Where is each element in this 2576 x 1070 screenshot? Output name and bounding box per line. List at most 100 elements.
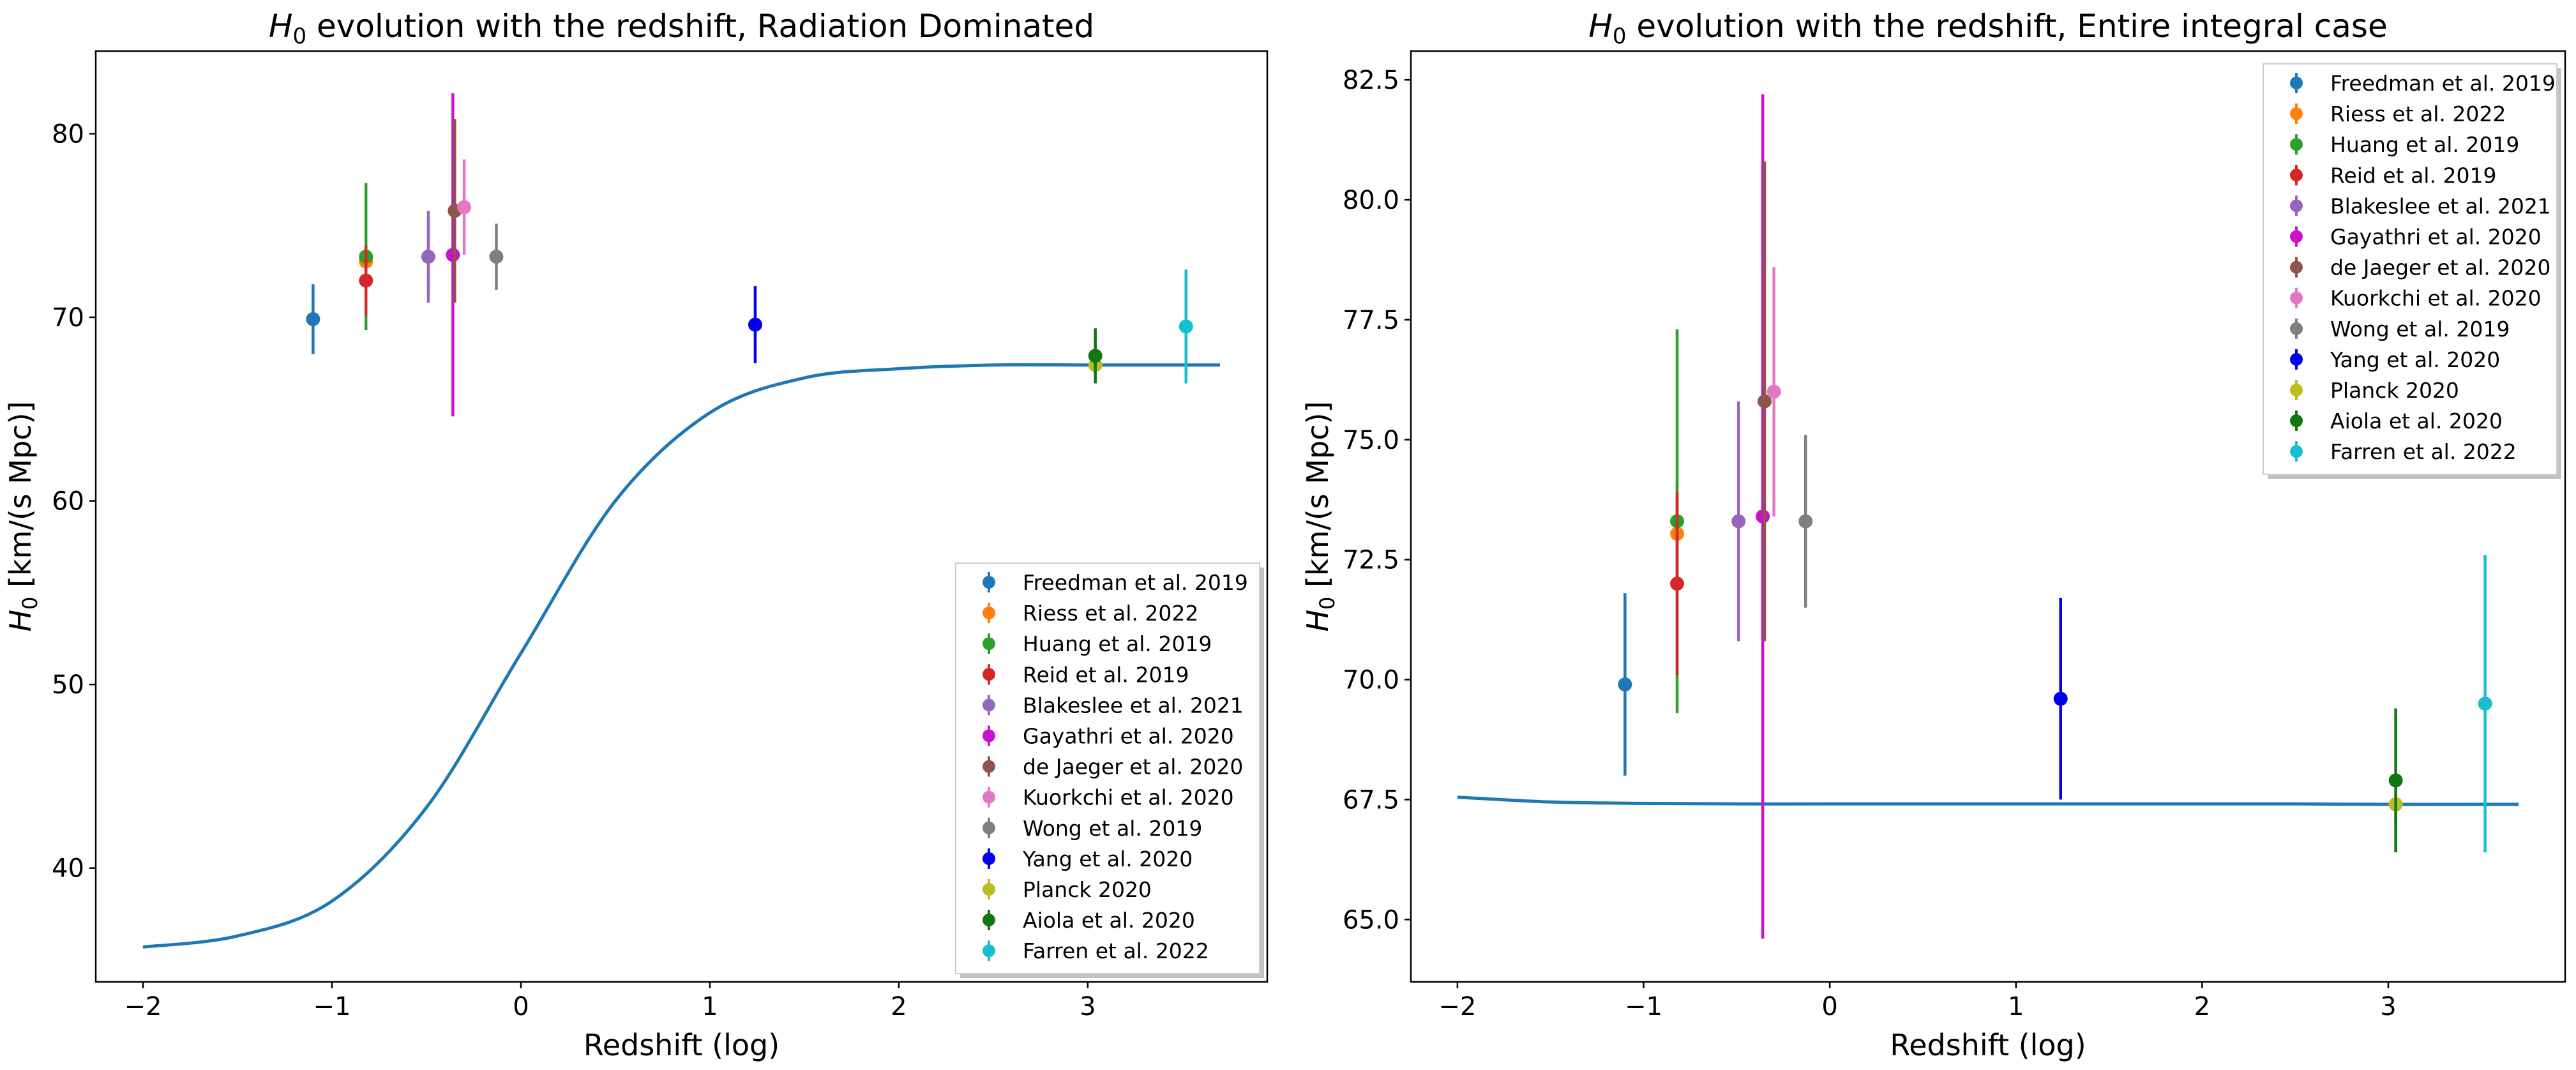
legend-label: de Jaeger et al. 2020: [1023, 755, 1243, 780]
data-point: [1670, 576, 1685, 591]
y-tick-label: 50: [52, 670, 84, 700]
legend-marker: [983, 729, 995, 742]
legend-label: Huang et al. 2019: [2330, 132, 2519, 157]
legend-label: Kuorkchi et al. 2020: [1023, 785, 1234, 810]
data-point: [457, 200, 472, 215]
plot-frame: [1410, 50, 2566, 983]
title-symbol: H: [1588, 8, 1613, 45]
legend-marker: [983, 698, 995, 712]
legend-marker: [2290, 291, 2303, 305]
x-tick-label: 0: [1821, 992, 1837, 1021]
y-tick-label: 80: [52, 119, 84, 149]
title-subscript: 0: [1613, 24, 1627, 49]
legend-label: Blakeslee et al. 2021: [2330, 193, 2551, 218]
y-label-subscript: 0: [18, 597, 42, 610]
data-point: [1088, 349, 1103, 363]
chart-entire-integral: H0 evolution with the redshift, Entire i…: [1300, 8, 2566, 1062]
data-point: [2388, 773, 2403, 788]
legend-label: Reid et al. 2019: [1023, 662, 1189, 687]
data-point: [1618, 677, 1632, 692]
x-tick-label: 2: [2194, 992, 2210, 1021]
data-point: [748, 317, 762, 332]
x-tick-label: −2: [1438, 992, 1476, 1021]
y-tick-label: 80.0: [1343, 186, 1399, 215]
title-text: evolution with the redshift, Radiation D…: [306, 8, 1094, 45]
y-label-subscript: 0: [1315, 597, 1339, 610]
x-tick-label: −1: [1625, 992, 1662, 1021]
legend-label: Freedman et al. 2019: [2330, 71, 2556, 96]
y-axis-label: H0 [km/(s Mpc)]: [1300, 401, 1339, 631]
data-point: [306, 312, 320, 326]
data-point: [1766, 384, 1781, 399]
y-tick-label: 70.0: [1343, 666, 1399, 695]
legend-label: Farren et al. 2022: [1023, 938, 1209, 963]
data-point: [421, 250, 435, 264]
y-tick-label: 67.5: [1343, 785, 1399, 815]
x-tick-label: −1: [313, 992, 350, 1021]
legend-marker: [983, 883, 995, 896]
legend-marker: [2290, 384, 2303, 396]
legend-marker: [983, 607, 995, 620]
y-tick-label: 77.5: [1343, 306, 1399, 335]
x-tick-label: 1: [702, 992, 718, 1021]
legend-marker: [2290, 169, 2303, 182]
legend-box: [2263, 63, 2557, 475]
legend-marker: [983, 668, 995, 681]
data-point: [446, 248, 460, 262]
y-label-symbol: H: [3, 610, 38, 632]
y-label-symbol: H: [1300, 610, 1335, 632]
legend-marker: [2290, 352, 2303, 366]
legend-marker: [983, 914, 995, 927]
data-point: [1179, 319, 1193, 334]
legend-label: Aiola et al. 2020: [2330, 409, 2503, 433]
legend-marker: [2290, 322, 2303, 335]
legend-marker: [2290, 138, 2303, 151]
legend-marker: [983, 576, 995, 589]
y-label-units: [km/(s Mpc)]: [1300, 401, 1335, 596]
model-curve: [142, 363, 1221, 949]
title-symbol: H: [269, 8, 293, 45]
data-point: [2053, 691, 2068, 706]
y-axis-label: H0 [km/(s Mpc)]: [3, 401, 42, 631]
x-tick-label: 0: [513, 992, 529, 1021]
legend-marker: [983, 821, 995, 834]
x-tick-label: 3: [2380, 992, 2396, 1021]
data-point: [359, 273, 373, 288]
y-tick-label: 60: [52, 487, 84, 516]
legend-label: Wong et al. 2019: [2330, 317, 2510, 342]
y-tick-label: 70: [52, 303, 84, 333]
y-tick-label: 65.0: [1343, 905, 1399, 935]
legend-marker: [983, 852, 995, 865]
y-tick-label: 72.5: [1343, 546, 1399, 575]
legend-marker: [983, 944, 995, 958]
x-tick-label: 3: [1080, 992, 1096, 1021]
legend-label: Aiola et al. 2020: [1023, 908, 1195, 933]
data-point: [1756, 509, 1770, 524]
chart-radiation-dominated: H0 evolution with the redshift, Radiatio…: [3, 8, 1269, 1062]
legend-label: Farren et al. 2022: [2330, 439, 2517, 464]
legend-label: Kuorkchi et al. 2020: [2330, 286, 2542, 311]
legend-label: Riess et al. 2022: [1023, 601, 1198, 626]
data-point: [489, 250, 504, 264]
legend-marker: [2290, 230, 2303, 243]
legend-label: Reid et al. 2019: [2330, 163, 2496, 188]
legend-box: [955, 562, 1260, 974]
legend-label: Huang et al. 2019: [1023, 631, 1212, 656]
title-subscript: 0: [292, 24, 306, 49]
legend-label: de Jaeger et al. 2020: [2330, 255, 2550, 280]
x-tick-label: −2: [124, 992, 162, 1021]
legend-label: Yang et al. 2020: [2330, 347, 2500, 372]
chart-title: H0 evolution with the redshift, Entire i…: [1588, 8, 2387, 49]
plot-frame: [94, 50, 1269, 983]
legend-marker: [2290, 77, 2303, 89]
model-curve: [1457, 795, 2519, 806]
legend-label: Yang et al. 2020: [1022, 847, 1193, 871]
legend-marker: [983, 637, 995, 651]
data-point: [2478, 697, 2492, 711]
legend-label: Planck 2020: [1023, 877, 1152, 902]
legend-marker: [983, 760, 995, 773]
legend-marker: [983, 790, 995, 804]
data-point: [1798, 514, 1813, 529]
data-point: [1731, 514, 1746, 529]
